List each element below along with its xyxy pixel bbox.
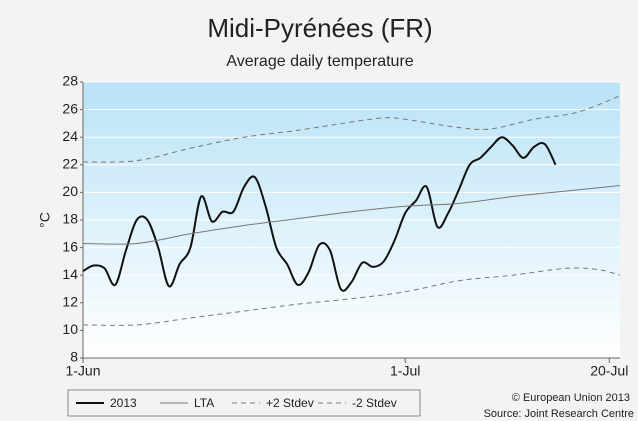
legend-label: 2013 (110, 396, 137, 410)
copyright: © European Union 2013 (512, 392, 630, 404)
series-line (82, 267, 621, 326)
chart-title: Midi-Pyrénées (FR) (207, 13, 432, 43)
y-tick-label: 16 (62, 238, 78, 254)
source: Source: Joint Research Centre (484, 408, 634, 420)
y-axis-label: °C (37, 212, 53, 228)
legend-box (67, 389, 421, 417)
series-line (82, 185, 621, 245)
y-tick-label: 14 (62, 266, 78, 282)
y-tick-label: 18 (62, 211, 78, 227)
y-tick-label: 28 (62, 73, 78, 89)
y-tick-label: 24 (62, 128, 78, 144)
y-tick-label: 20 (62, 183, 78, 199)
y-tick-label: 8 (70, 349, 78, 365)
x-tick-label: 1-Jun (65, 363, 100, 379)
series-line (82, 136, 557, 292)
y-tick-label: 12 (62, 294, 78, 310)
y-tick-label: 22 (62, 156, 78, 172)
y-tick-label: 10 (62, 321, 78, 337)
chart-subtitle: Average daily temperature (226, 53, 413, 70)
legend-label: LTA (194, 396, 214, 410)
y-tick-label: 26 (62, 100, 78, 116)
legend-label: +2 Stdev (266, 396, 314, 410)
legend-label: -2 Stdev (352, 396, 397, 410)
x-tick-label: 1-Jul (390, 363, 420, 379)
x-tick-label: 20-Jul (590, 363, 628, 379)
series-line (82, 95, 621, 163)
